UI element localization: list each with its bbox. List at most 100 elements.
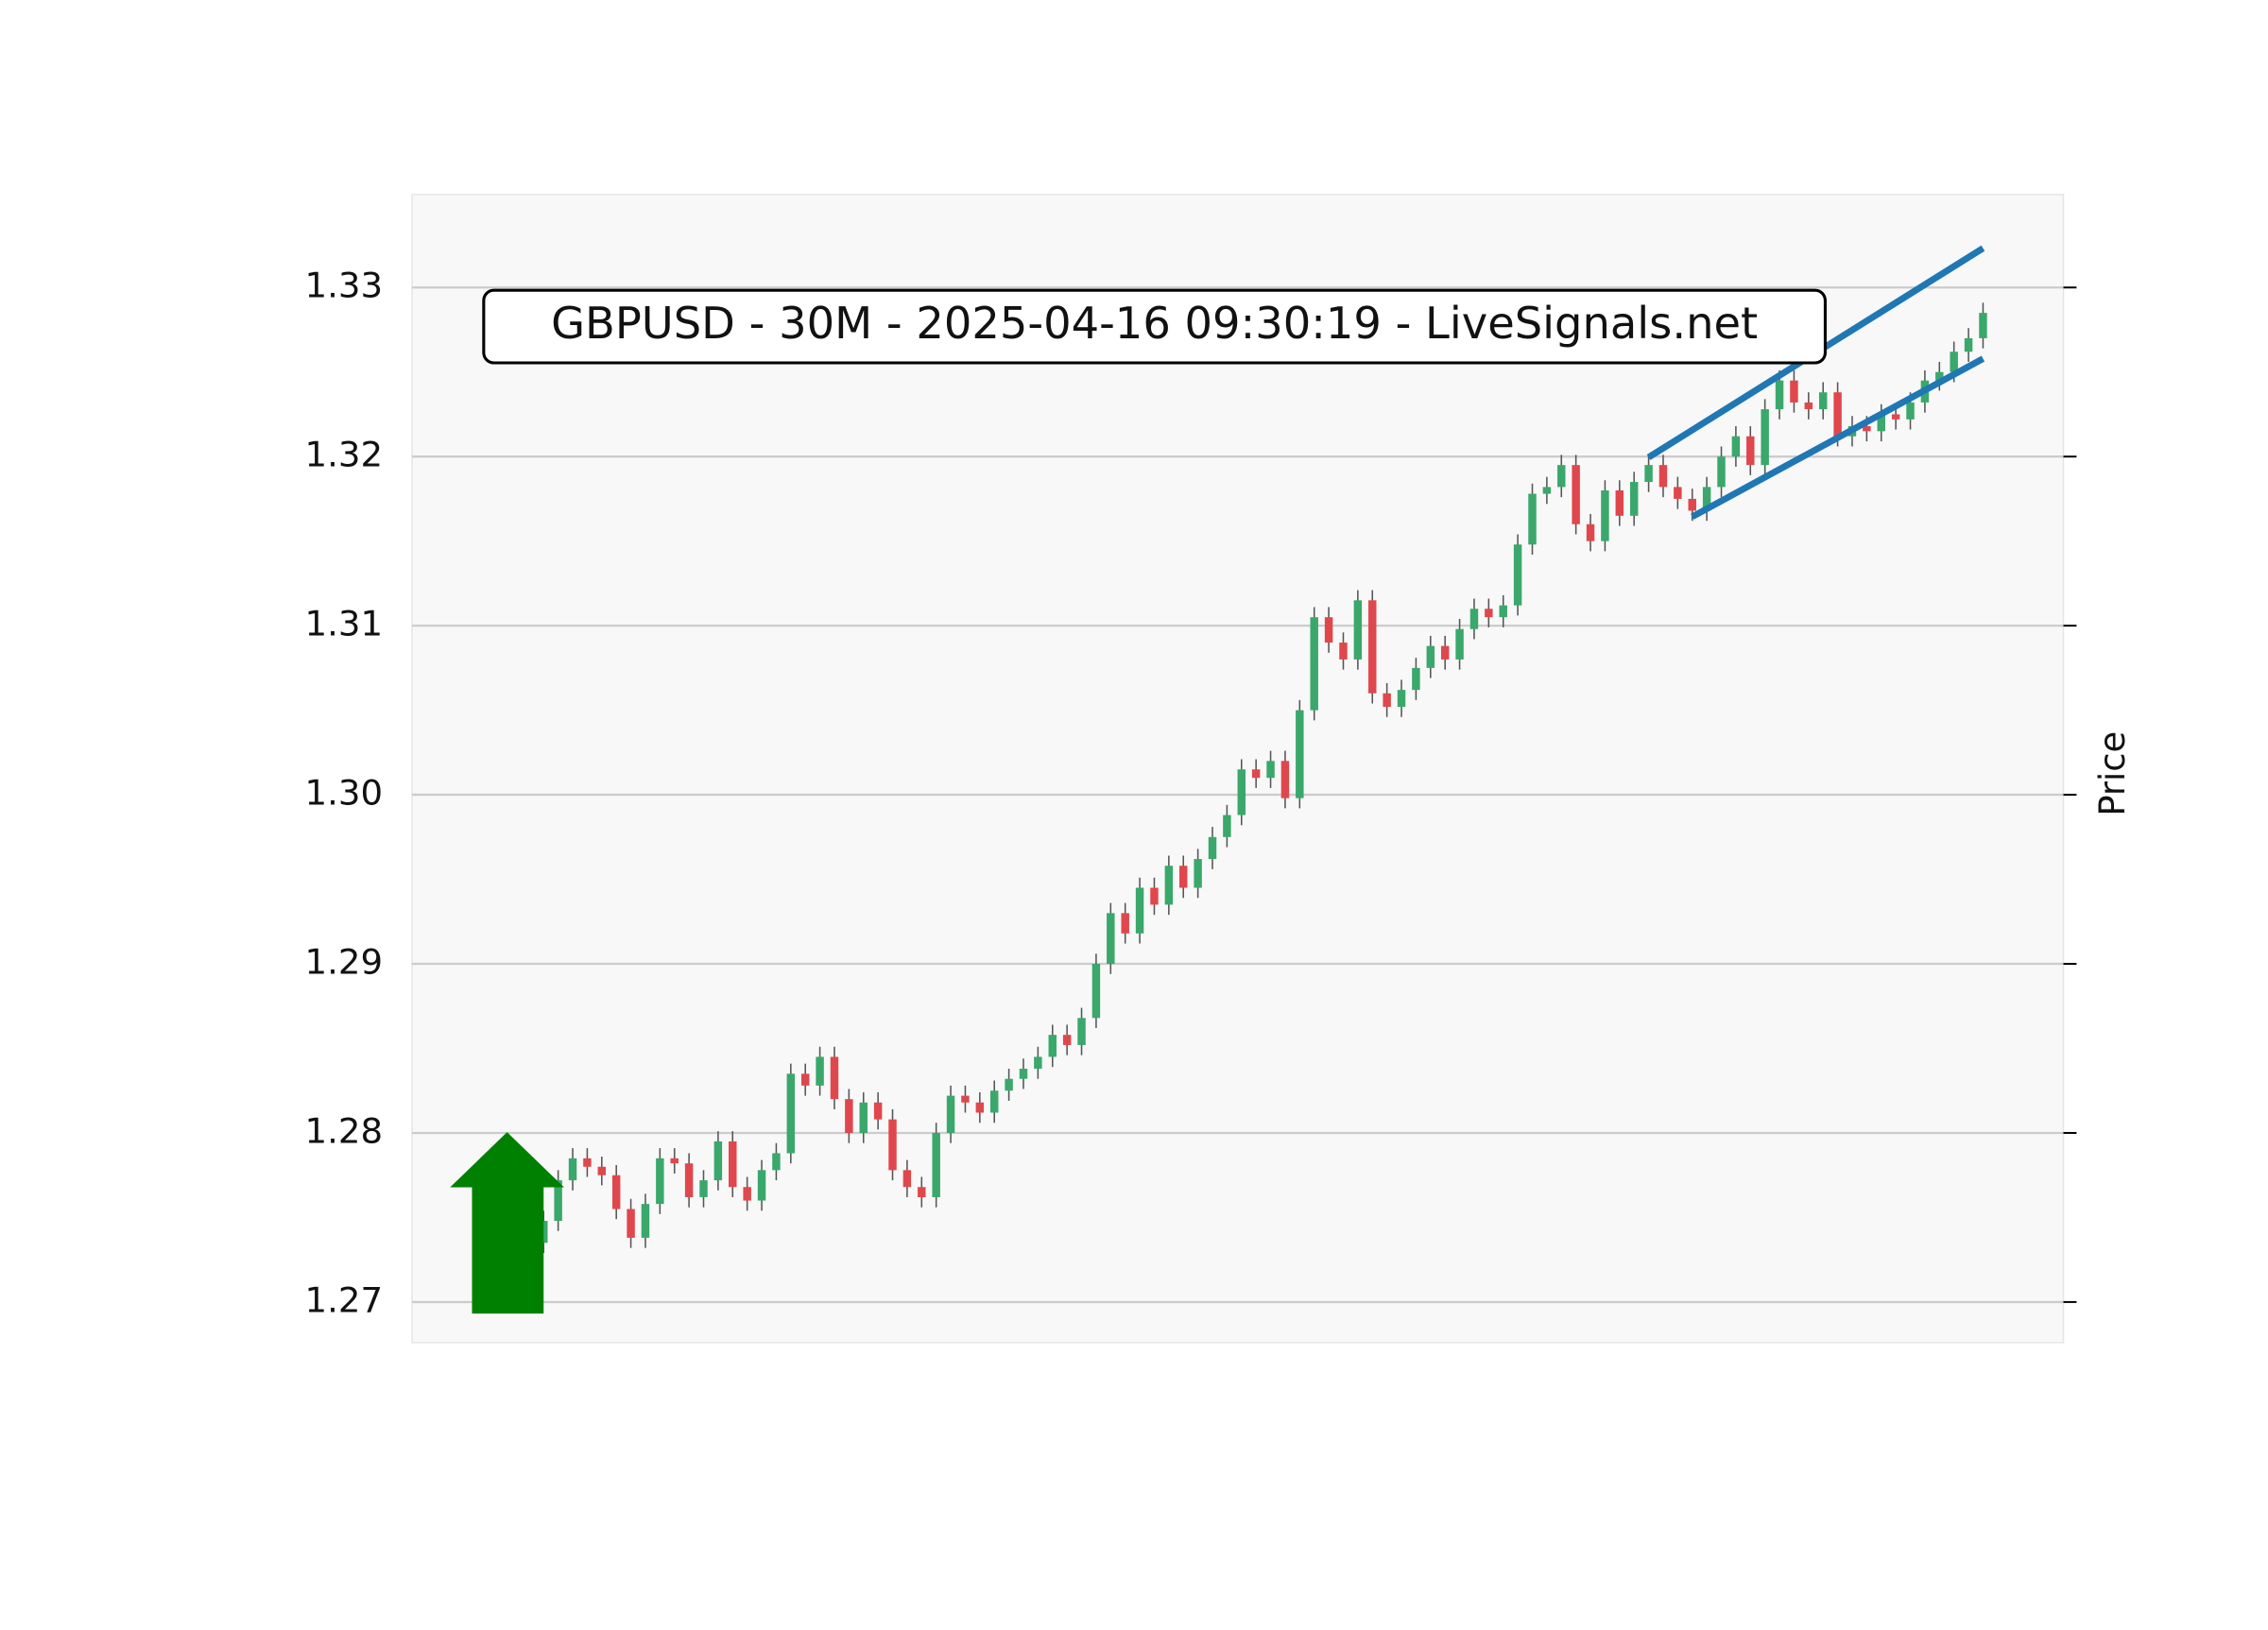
- candle-body: [1062, 1035, 1072, 1045]
- candle-body: [1440, 645, 1450, 660]
- candle-body: [1048, 1035, 1057, 1057]
- candle-body: [1397, 690, 1406, 708]
- candle-body: [1528, 493, 1537, 545]
- candle-body: [1310, 617, 1318, 711]
- candle-body: [1135, 887, 1144, 934]
- candle-body: [1615, 489, 1624, 516]
- candle-body: [1412, 667, 1420, 691]
- candle-body: [1091, 964, 1101, 1019]
- candle-body: [1731, 436, 1741, 457]
- candle-body: [1034, 1056, 1042, 1069]
- candle-body: [1383, 693, 1391, 708]
- candle-body: [1237, 769, 1246, 815]
- candle-body: [684, 1163, 694, 1197]
- candle-body: [611, 1175, 621, 1210]
- candle-body: [1702, 487, 1711, 511]
- candle-body: [1513, 544, 1522, 606]
- candle-body: [1005, 1078, 1013, 1091]
- candle-body: [946, 1095, 955, 1133]
- candle-body: [554, 1180, 562, 1222]
- candle-body: [1280, 761, 1290, 798]
- candle-body: [918, 1187, 926, 1197]
- candle-body: [1979, 313, 1987, 338]
- candle-body: [800, 1073, 810, 1086]
- candle-body: [1557, 465, 1566, 488]
- title-box: [482, 288, 1827, 365]
- candle-body: [1761, 409, 1769, 466]
- candle-body: [902, 1170, 912, 1188]
- candle-body: [583, 1158, 592, 1167]
- y-tick-label: 1.30: [305, 773, 384, 814]
- y-tick-label: 1.31: [305, 604, 384, 644]
- candle-body: [1746, 436, 1755, 466]
- candle-body: [1658, 465, 1668, 488]
- candle-body: [1469, 609, 1479, 629]
- candle-body: [1629, 482, 1639, 516]
- candle-body: [743, 1187, 751, 1201]
- plot-area: [411, 194, 2065, 1344]
- candle-body: [1266, 761, 1275, 779]
- candle-body: [1586, 523, 1595, 541]
- grid: 1.27 1.28 1.29 1.30 1.31 1.32 1.33: [305, 266, 2077, 1320]
- candle-body: [989, 1090, 999, 1113]
- candle-body: [975, 1102, 985, 1113]
- candle-body: [568, 1158, 577, 1181]
- candle-body: [699, 1180, 708, 1197]
- candle-body: [1863, 425, 1871, 432]
- candle-body: [1833, 392, 1842, 437]
- candle-body: [1077, 1018, 1086, 1045]
- y-tick-label: 1.27: [305, 1279, 384, 1320]
- candle-body: [1179, 866, 1188, 888]
- candle-body: [1107, 913, 1115, 965]
- candle-body: [1572, 465, 1580, 524]
- candle-body: [1368, 600, 1377, 694]
- candle-body: [1194, 859, 1202, 888]
- candle-body: [1601, 489, 1609, 541]
- candle-body: [1485, 609, 1493, 618]
- candle-body: [1950, 352, 1958, 372]
- candle-body: [1775, 380, 1784, 410]
- candle-body: [1019, 1068, 1028, 1079]
- candle-body: [859, 1102, 868, 1133]
- candle-body: [1891, 414, 1900, 420]
- candle-body: [1935, 371, 1944, 381]
- candle-body: [1296, 710, 1304, 798]
- candle-body: [1674, 487, 1682, 499]
- y-tick-label: 1.28: [305, 1111, 384, 1152]
- candle-body: [816, 1056, 824, 1086]
- candle-body: [1150, 887, 1159, 905]
- trend-line: [1691, 355, 1985, 520]
- candle-body: [845, 1099, 853, 1133]
- candle-body: [1688, 498, 1696, 511]
- candle-body: [873, 1102, 883, 1120]
- candle-body: [1499, 605, 1507, 618]
- candle-body: [1251, 769, 1261, 779]
- candle-body: [932, 1132, 940, 1197]
- candle-body: [1426, 645, 1435, 668]
- candle-body: [597, 1166, 607, 1175]
- y-tick-label: 1.29: [305, 942, 384, 983]
- y-axis-label: Price: [2092, 731, 2133, 816]
- candle-body: [1644, 465, 1653, 483]
- candle-body: [1208, 836, 1217, 860]
- candle-body: [1964, 337, 1973, 352]
- candle-body: [1164, 866, 1174, 905]
- candle-body: [1542, 487, 1552, 494]
- candle-body: [786, 1073, 796, 1154]
- candle-body: [641, 1204, 650, 1238]
- buy-signal-arrow: [450, 1132, 564, 1314]
- candle-body: [1717, 456, 1726, 488]
- candle-body: [757, 1170, 766, 1201]
- candle-body: [1804, 402, 1813, 410]
- candle-body: [1906, 402, 1915, 420]
- candle-body: [1455, 628, 1464, 660]
- candle-body: [729, 1141, 737, 1188]
- candle-body: [1353, 600, 1363, 660]
- candle-body: [830, 1056, 839, 1100]
- candle-body: [1790, 380, 1798, 403]
- y-tick-label: 1.32: [305, 435, 384, 475]
- candle-body: [961, 1095, 970, 1103]
- candle-body: [713, 1141, 723, 1181]
- y-tick-label: 1.33: [305, 266, 384, 306]
